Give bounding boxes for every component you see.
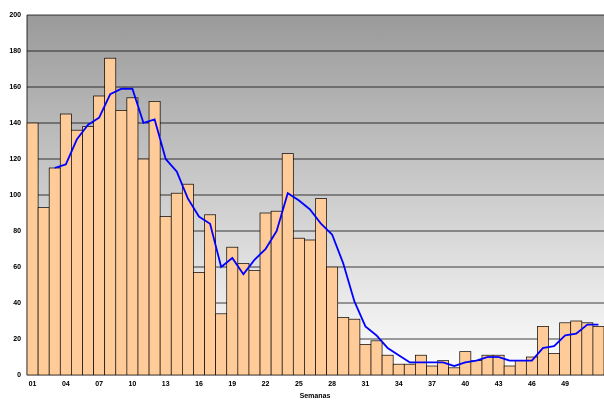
y-tick-label: 40 bbox=[13, 300, 21, 307]
bar bbox=[104, 57, 117, 376]
bar bbox=[48, 167, 61, 376]
x-tick-label: 43 bbox=[495, 381, 503, 388]
bar bbox=[337, 317, 350, 376]
bar bbox=[115, 110, 128, 376]
bar bbox=[581, 322, 594, 376]
x-tick-label: 19 bbox=[228, 381, 236, 388]
y-tick-label: 20 bbox=[13, 336, 21, 343]
bar bbox=[503, 365, 516, 376]
bar bbox=[204, 214, 216, 376]
x-tick-label: 49 bbox=[561, 381, 569, 388]
bar bbox=[448, 367, 461, 376]
bar bbox=[326, 266, 339, 376]
bar bbox=[59, 113, 72, 376]
bar bbox=[237, 263, 250, 376]
bar bbox=[348, 318, 361, 376]
y-tick-label: 120 bbox=[9, 156, 21, 163]
x-tick-label: 07 bbox=[95, 381, 103, 388]
bar bbox=[37, 207, 50, 376]
bar bbox=[226, 246, 239, 376]
bar bbox=[548, 353, 560, 376]
x-tick-label: 13 bbox=[162, 381, 170, 388]
bar bbox=[181, 183, 194, 376]
y-tick-label: 60 bbox=[13, 264, 21, 271]
bar bbox=[259, 212, 272, 376]
line bbox=[54, 87, 599, 367]
bar bbox=[281, 153, 294, 376]
bar bbox=[159, 216, 172, 376]
y-tick-label: 80 bbox=[13, 228, 21, 235]
bar bbox=[392, 363, 405, 376]
bar bbox=[537, 326, 549, 376]
x-tick-label: 01 bbox=[29, 381, 37, 388]
x-tick-label: 28 bbox=[328, 381, 336, 388]
bar bbox=[381, 354, 394, 376]
x-tick-label: 31 bbox=[362, 381, 370, 388]
bar bbox=[148, 101, 161, 376]
y-tick-label: 160 bbox=[9, 84, 21, 91]
bar bbox=[170, 192, 183, 376]
bar bbox=[193, 272, 205, 376]
bar bbox=[492, 354, 505, 376]
x-tick-label: 46 bbox=[528, 381, 536, 388]
bar bbox=[292, 237, 305, 376]
bar bbox=[470, 360, 483, 376]
x-tick-label: 04 bbox=[62, 381, 70, 388]
bar bbox=[415, 354, 427, 376]
bar bbox=[26, 122, 39, 376]
x-axis-title: Semanas bbox=[300, 393, 331, 400]
bar bbox=[514, 360, 527, 376]
x-tick-label: 25 bbox=[295, 381, 303, 388]
bar bbox=[370, 340, 383, 376]
x-tick-label: 37 bbox=[428, 381, 436, 388]
y-tick-label: 180 bbox=[9, 48, 21, 55]
bar bbox=[592, 326, 604, 376]
bar bbox=[215, 313, 228, 376]
x-tick-label: 10 bbox=[129, 381, 137, 388]
bar bbox=[82, 126, 94, 376]
bar bbox=[359, 344, 372, 376]
bar bbox=[93, 95, 106, 376]
y-tick-label: 0 bbox=[17, 372, 21, 379]
bar bbox=[315, 198, 327, 376]
bar bbox=[248, 270, 261, 376]
bar bbox=[426, 365, 438, 376]
bar bbox=[126, 97, 139, 376]
x-tick-label: 22 bbox=[262, 381, 270, 388]
bar bbox=[304, 239, 316, 376]
y-tick-label: 200 bbox=[9, 12, 21, 19]
bar bbox=[71, 129, 83, 376]
x-tick-label: 16 bbox=[195, 381, 203, 388]
x-tick-label: 40 bbox=[461, 381, 469, 388]
bar bbox=[403, 363, 416, 376]
y-tick-label: 140 bbox=[9, 120, 21, 127]
y-tick-label: 100 bbox=[9, 192, 21, 199]
x-tick-label: 34 bbox=[395, 381, 403, 388]
bar bbox=[570, 320, 583, 376]
bar bbox=[137, 158, 150, 376]
bar bbox=[559, 322, 572, 376]
